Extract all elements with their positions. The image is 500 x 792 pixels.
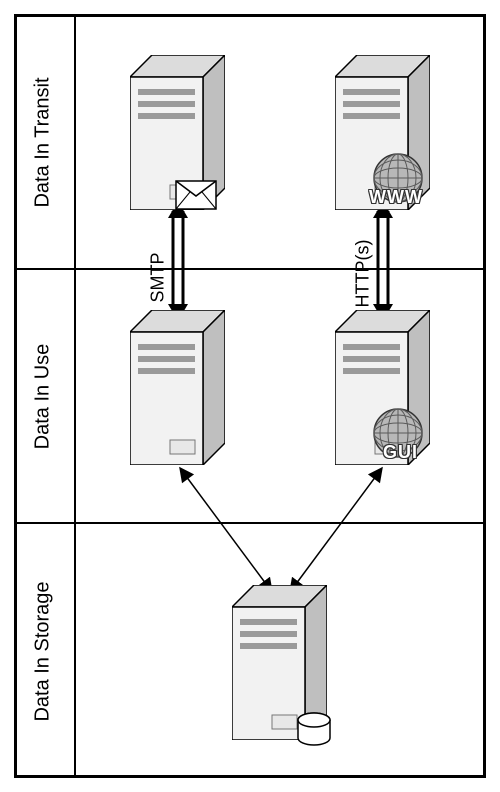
badge-text-gui: GUI	[383, 442, 418, 463]
edge-smtp	[168, 201, 188, 321]
edge-left-storage	[180, 468, 272, 592]
badge-text-www: WWW	[369, 187, 423, 208]
edge-label-https: HTTP(s)	[353, 218, 374, 308]
edge-right-storage	[290, 468, 382, 592]
server-app-left	[130, 310, 225, 465]
envelope-icon	[175, 180, 217, 210]
diagram-canvas: Data In Transit Data In Use Data In Stor…	[0, 0, 500, 792]
edge-label-smtp: SMTP	[148, 223, 169, 303]
edge-https	[373, 201, 393, 321]
disk-icon	[296, 712, 332, 746]
